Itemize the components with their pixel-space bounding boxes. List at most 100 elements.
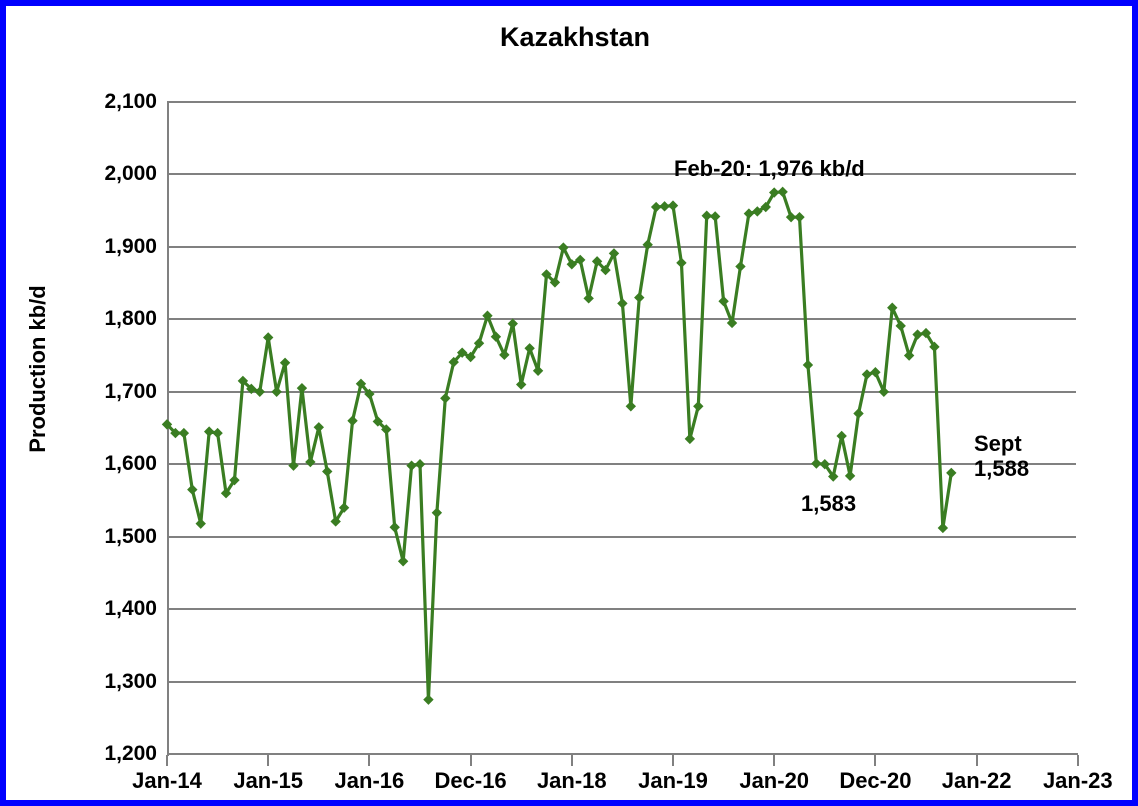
gridline xyxy=(167,463,1076,466)
data-point-marker xyxy=(229,474,240,486)
data-point-marker xyxy=(372,416,384,427)
data-point-marker xyxy=(490,331,502,342)
gridline xyxy=(167,173,1076,176)
data-point-marker xyxy=(752,206,763,217)
data-point-marker xyxy=(912,329,923,340)
data-point-marker xyxy=(887,302,898,313)
data-point-marker xyxy=(676,257,687,269)
data-point-marker xyxy=(769,187,780,198)
data-point-marker xyxy=(406,460,417,471)
data-point-marker xyxy=(237,375,249,387)
gridline xyxy=(167,318,1076,321)
data-point-marker xyxy=(642,239,653,250)
chart-title: Kazakhstan xyxy=(499,22,651,52)
data-point-marker xyxy=(667,200,679,211)
gridline xyxy=(167,245,1076,248)
series-line xyxy=(165,190,953,702)
data-point-marker xyxy=(220,488,232,499)
x-axis-tick-label: Jan-19 xyxy=(638,768,708,793)
y-axis-tick-label: 1,900 xyxy=(104,234,157,258)
x-axis-tick-mark xyxy=(672,755,674,766)
data-point-marker xyxy=(203,426,215,437)
data-point-marker xyxy=(650,201,662,213)
x-axis-tick-label: Jan-14 xyxy=(132,768,202,793)
data-point-marker xyxy=(794,211,805,223)
data-point-marker xyxy=(482,310,493,321)
data-point-marker xyxy=(263,332,274,343)
data-point-marker xyxy=(600,264,611,276)
gridline xyxy=(167,680,1076,683)
x-axis-tick-mark xyxy=(773,755,776,766)
annotation-last-line1: Sept xyxy=(974,431,1022,456)
data-point-marker xyxy=(313,422,324,433)
data-point-marker xyxy=(397,556,409,567)
data-point-marker xyxy=(322,466,333,477)
x-axis-tick-mark xyxy=(975,755,978,766)
x-axis-tick-mark xyxy=(570,755,573,766)
data-point-marker xyxy=(802,359,814,371)
x-axis-tick-label: Jan-20 xyxy=(739,768,810,793)
data-point-marker xyxy=(347,415,358,426)
data-point-marker xyxy=(634,292,645,303)
data-point-marker xyxy=(760,201,771,213)
y-axis-tick-label: 1,400 xyxy=(104,597,157,621)
data-point-marker xyxy=(414,459,426,470)
data-point-marker xyxy=(170,427,181,439)
annotation-last-line2: 1,588 xyxy=(974,456,1030,482)
data-point-marker xyxy=(431,507,443,518)
data-point-marker xyxy=(549,277,561,288)
plot-area xyxy=(161,101,1076,755)
x-axis-tick-label: Dec-20 xyxy=(839,768,912,793)
data-point-marker xyxy=(456,347,468,358)
data-point-marker xyxy=(541,269,552,280)
y-axis-tick-label: 2,000 xyxy=(104,162,157,186)
data-point-marker xyxy=(254,386,265,397)
data-point-marker xyxy=(195,518,206,529)
data-point-marker xyxy=(465,351,476,363)
data-point-marker xyxy=(338,502,350,513)
data-point-marker xyxy=(693,401,704,412)
data-point-marker xyxy=(246,383,257,395)
data-point-marker xyxy=(895,320,906,332)
gridline xyxy=(167,608,1076,611)
x-axis-tick-label: Jan-22 xyxy=(941,768,1012,793)
data-point-marker xyxy=(187,484,198,495)
y-axis-tick-label: 1,200 xyxy=(104,742,157,765)
x-axis-tick-mark xyxy=(469,755,472,766)
data-point-marker xyxy=(625,401,637,412)
x-axis-tick-mark xyxy=(368,755,371,766)
data-point-marker xyxy=(558,242,569,253)
data-point-marker xyxy=(946,467,957,479)
x-axis-tick-mark xyxy=(1076,755,1079,766)
data-point-marker xyxy=(684,433,696,445)
data-point-marker xyxy=(726,317,738,329)
annotation-peak: Feb-20: 1,976 kb/d xyxy=(674,156,865,181)
gridline xyxy=(167,101,1076,103)
data-point-marker xyxy=(828,471,839,482)
data-point-marker xyxy=(861,369,873,380)
data-point-marker xyxy=(878,386,890,397)
x-axis-tick-mark xyxy=(166,755,168,766)
y-axis-tick-label: 1,500 xyxy=(104,524,157,548)
data-point-marker xyxy=(903,350,915,361)
data-point-marker xyxy=(743,208,755,219)
data-point-marker xyxy=(709,211,721,222)
data-point-marker xyxy=(785,211,797,223)
data-point-marker xyxy=(777,186,788,198)
data-point-marker xyxy=(811,458,822,469)
y-axis-line xyxy=(167,102,169,756)
annotation-last: Sept 1,588 xyxy=(974,431,1029,482)
data-point-marker xyxy=(271,386,282,397)
data-point-marker xyxy=(423,694,434,705)
data-point-marker xyxy=(364,388,375,400)
data-point-marker xyxy=(853,408,864,419)
data-point-marker xyxy=(296,382,308,394)
data-point-marker xyxy=(532,365,544,376)
y-axis-tick-label: 1,800 xyxy=(104,307,157,331)
data-point-marker xyxy=(718,296,729,307)
data-point-marker xyxy=(212,427,223,439)
y-axis-tick-label: 1,300 xyxy=(104,669,157,693)
gridline xyxy=(167,753,1076,755)
data-point-marker xyxy=(937,522,949,534)
